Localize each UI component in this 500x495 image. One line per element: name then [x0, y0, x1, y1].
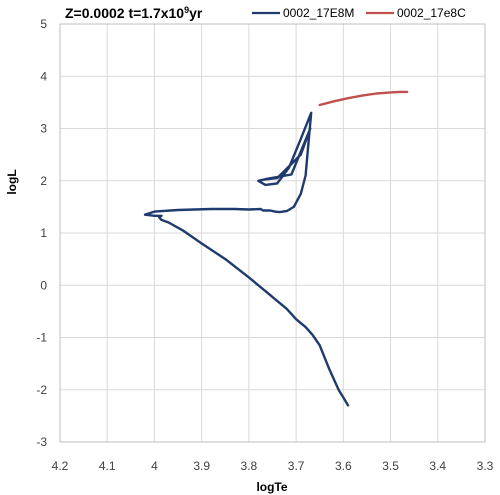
- y-tick-label: 2: [40, 174, 47, 188]
- y-tick-label: -2: [36, 383, 47, 397]
- y-tick-label: -1: [36, 331, 47, 345]
- plot-area: [59, 23, 486, 443]
- series-line-0002_17E8M: [143, 111, 350, 407]
- x-tick-label: 3.9: [193, 459, 210, 473]
- y-axis-ticks: -3 -2 -1 0 1 2 3 4 5: [36, 17, 47, 449]
- x-tick-label: 4.1: [99, 459, 116, 473]
- y-tick-label: 5: [40, 17, 47, 31]
- series-line-0002_17e8C: [318, 90, 409, 107]
- chart-title: Z=0.0002 t=1.7x109yr: [65, 5, 203, 21]
- x-tick-label: 3.5: [382, 459, 399, 473]
- legend-label-0002-17e8C: 0002_17e8C: [397, 6, 466, 20]
- y-tick-label: 3: [40, 122, 47, 136]
- y-axis-label: logL: [5, 169, 19, 194]
- x-tick-label: 4: [151, 459, 158, 473]
- legend-label-0002-17E8M: 0002_17E8M: [283, 6, 354, 20]
- y-tick-label: -3: [36, 435, 47, 449]
- chart-legend: 0002_17E8M 0002_17e8C: [252, 6, 466, 20]
- y-tick-label: 0: [40, 278, 47, 292]
- x-tick-label: 3.4: [429, 459, 446, 473]
- x-tick-label: 3.6: [335, 459, 352, 473]
- y-tick-label: 4: [40, 69, 47, 83]
- x-axis-label: logTe: [256, 480, 287, 494]
- x-tick-label: 3.8: [241, 459, 258, 473]
- x-tick-label: 3.3: [477, 459, 494, 473]
- grid-lines: [59, 23, 486, 443]
- x-axis-ticks: 4.2 4.1 4 3.9 3.8 3.7 3.6 3.5 3.4 3.3: [52, 459, 494, 473]
- x-tick-label: 4.2: [52, 459, 69, 473]
- series-lines: [143, 90, 409, 407]
- y-tick-label: 1: [40, 226, 47, 240]
- x-tick-label: 3.7: [288, 459, 305, 473]
